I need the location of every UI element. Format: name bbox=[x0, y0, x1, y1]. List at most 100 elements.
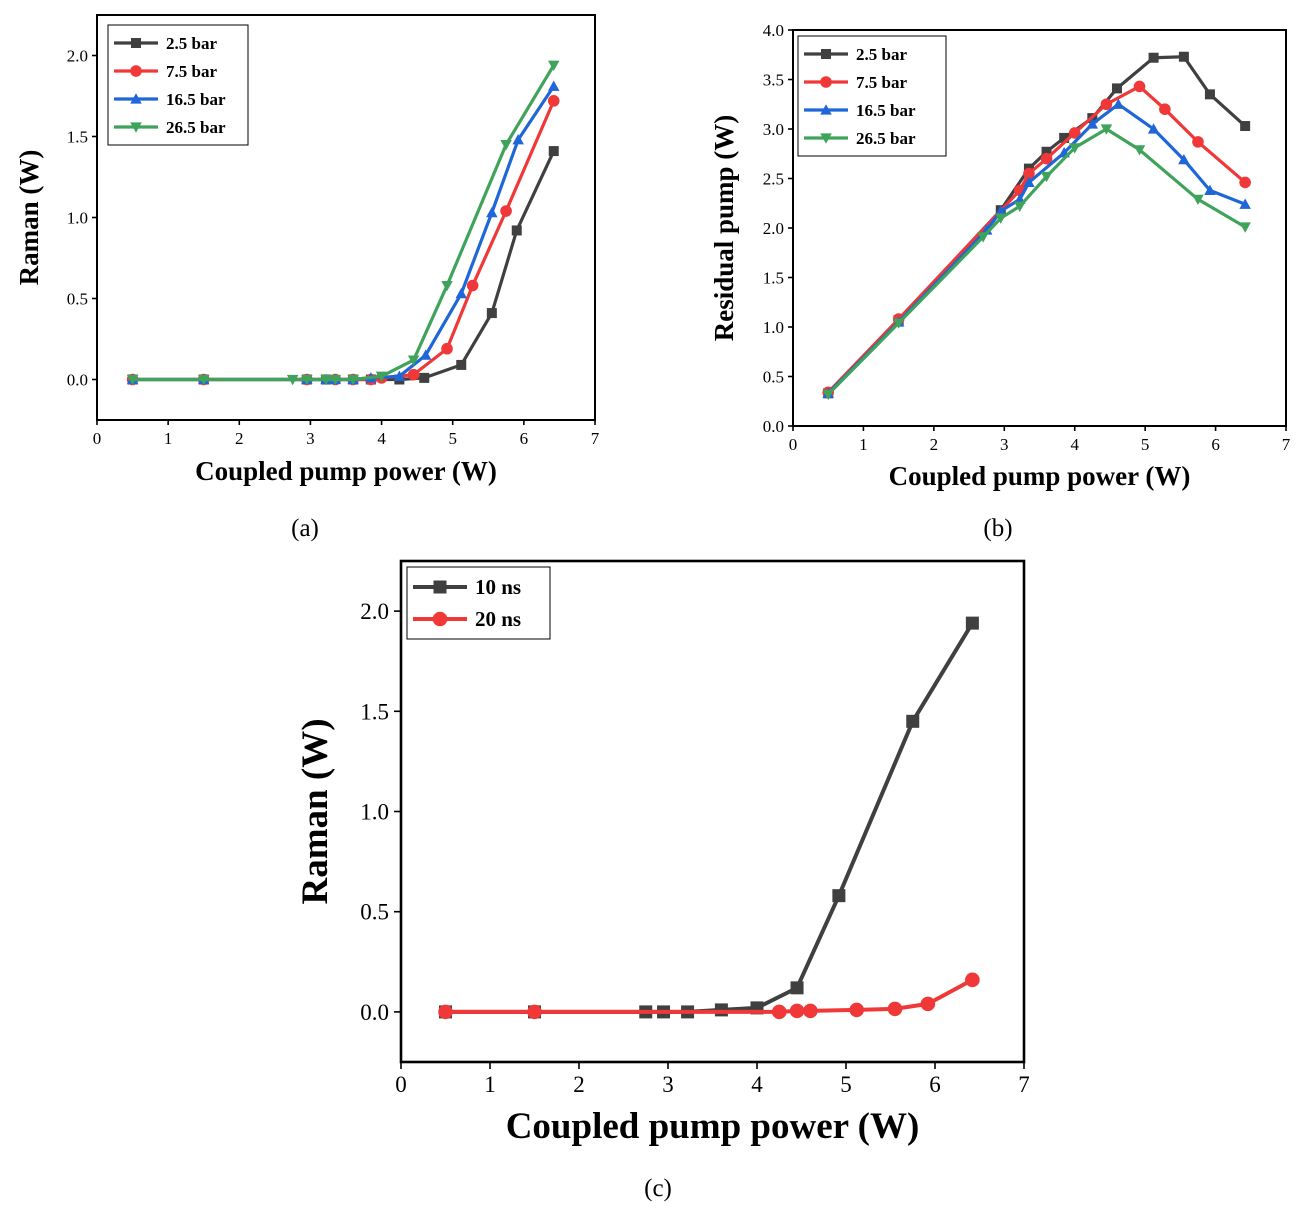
data-point bbox=[803, 1003, 818, 1019]
y-tick-label: 2.0 bbox=[360, 599, 389, 624]
data-point bbox=[407, 355, 420, 366]
data-point bbox=[1204, 89, 1215, 100]
x-tick-label: 0 bbox=[93, 429, 102, 448]
data-point bbox=[466, 279, 479, 292]
x-tick-label: 3 bbox=[662, 1072, 674, 1097]
data-point bbox=[1147, 123, 1160, 134]
y-tick-label: 3.5 bbox=[763, 71, 784, 90]
data-point bbox=[1040, 171, 1053, 183]
x-tick-label: 0 bbox=[395, 1072, 407, 1097]
x-tick-label: 6 bbox=[929, 1072, 941, 1097]
chart-panel-c: 0 1 2 3 4 5 6 7 0.0 0.5 1.0 1.5 2.0 Coupled pump powe… bbox=[295, 559, 1030, 1202]
legend-entry: 2.5 bar bbox=[856, 45, 907, 64]
data-point bbox=[1040, 152, 1053, 165]
data-point bbox=[771, 1004, 787, 1020]
series-10-ns bbox=[439, 616, 979, 1019]
x-axis-label: Coupled pump power (W) bbox=[889, 461, 1191, 491]
x-tick-label: 3 bbox=[306, 429, 315, 448]
legend-entry: 7.5 bar bbox=[856, 73, 907, 92]
data-point bbox=[1239, 198, 1251, 209]
data-point bbox=[1240, 121, 1251, 132]
data-point bbox=[1112, 98, 1125, 109]
data-point bbox=[995, 205, 1007, 216]
data-point bbox=[906, 714, 920, 728]
x-tick-label: 3 bbox=[1000, 435, 1009, 454]
x-tick-label: 4 bbox=[1070, 435, 1079, 454]
data-point bbox=[995, 213, 1007, 224]
x-tick-label: 7 bbox=[1018, 1072, 1030, 1097]
data-point bbox=[320, 374, 332, 386]
data-point bbox=[329, 374, 342, 386]
y-tick-label: 1.5 bbox=[360, 699, 389, 724]
legend-box bbox=[406, 566, 551, 640]
data-point bbox=[547, 60, 560, 71]
legend-entry: 2.5 bar bbox=[166, 34, 217, 53]
y-axis-label: Residual pump (W) bbox=[709, 115, 739, 342]
data-point bbox=[1068, 143, 1081, 154]
series-2.5-bar bbox=[127, 146, 559, 385]
data-point bbox=[197, 374, 210, 386]
x-tick-label: 5 bbox=[840, 1072, 852, 1097]
y-tick-label: 2.5 bbox=[763, 170, 784, 189]
y-tick-label: 0.0 bbox=[360, 1000, 389, 1025]
data-point bbox=[419, 372, 430, 383]
data-point bbox=[1239, 222, 1251, 233]
x-tick-label: 7 bbox=[591, 429, 600, 448]
legend-marker bbox=[433, 580, 447, 594]
data-point bbox=[486, 308, 497, 319]
data-point bbox=[1059, 132, 1070, 143]
y-axis-label: Raman (W) bbox=[295, 718, 336, 904]
series-26.5-bar bbox=[822, 124, 1251, 401]
data-point bbox=[789, 1003, 805, 1019]
data-point bbox=[832, 889, 846, 903]
x-tick-label: 1 bbox=[164, 429, 173, 448]
data-point bbox=[1023, 167, 1035, 180]
data-point bbox=[548, 146, 559, 157]
data-point bbox=[1192, 194, 1204, 206]
legend-marker bbox=[130, 93, 142, 104]
legend-marker bbox=[820, 76, 832, 88]
legend: 10 ns 20 ns bbox=[406, 566, 551, 640]
y-tick-label: 1.0 bbox=[763, 318, 784, 337]
x-tick-label: 1 bbox=[859, 435, 868, 454]
data-point bbox=[920, 996, 936, 1012]
data-point bbox=[892, 318, 905, 329]
legend-entry: 26.5 bar bbox=[166, 118, 226, 137]
data-point bbox=[547, 95, 560, 107]
legend-entry: 20 ns bbox=[475, 607, 521, 631]
data-point bbox=[1204, 184, 1216, 195]
data-point bbox=[1178, 153, 1190, 165]
data-point bbox=[407, 368, 420, 381]
data-point bbox=[1041, 146, 1052, 157]
legend-marker bbox=[821, 49, 831, 59]
panel-caption: (c) bbox=[644, 1175, 672, 1202]
y-tick-label: 1.0 bbox=[360, 800, 389, 825]
data-point bbox=[511, 225, 522, 236]
data-point bbox=[512, 133, 524, 145]
x-tick-label: 5 bbox=[448, 429, 457, 448]
data-point bbox=[1178, 51, 1189, 62]
data-point bbox=[486, 206, 498, 218]
data-point bbox=[500, 140, 512, 151]
chart-panel-b: 0 1 2 3 4 5 6 7 0.0 0.5 1.0 1.5 2.0 2.5 3.0 3.5 4.0 Coupl… bbox=[709, 21, 1291, 542]
legend-entry: 7.5 bar bbox=[166, 62, 217, 81]
data-point bbox=[347, 374, 359, 386]
x-tick-label: 1 bbox=[484, 1072, 496, 1097]
y-tick-label: 1.0 bbox=[67, 209, 88, 228]
y-axis-label: Raman (W) bbox=[14, 150, 44, 286]
data-point bbox=[1014, 201, 1026, 212]
data-point bbox=[500, 205, 512, 217]
legend-marker bbox=[820, 133, 832, 144]
legend-marker bbox=[432, 611, 448, 627]
x-axis-label: Coupled pump power (W) bbox=[506, 1106, 920, 1147]
legend-entry: 16.5 bar bbox=[856, 101, 916, 120]
data-point bbox=[1133, 80, 1146, 93]
data-point bbox=[547, 80, 560, 91]
y-tick-label: 0.5 bbox=[360, 900, 389, 925]
series-line bbox=[132, 64, 556, 382]
x-axis-label: Coupled pump power (W) bbox=[195, 456, 497, 486]
data-point bbox=[441, 280, 453, 292]
legend-marker bbox=[820, 104, 832, 115]
y-tick-label: 0.0 bbox=[67, 371, 88, 390]
